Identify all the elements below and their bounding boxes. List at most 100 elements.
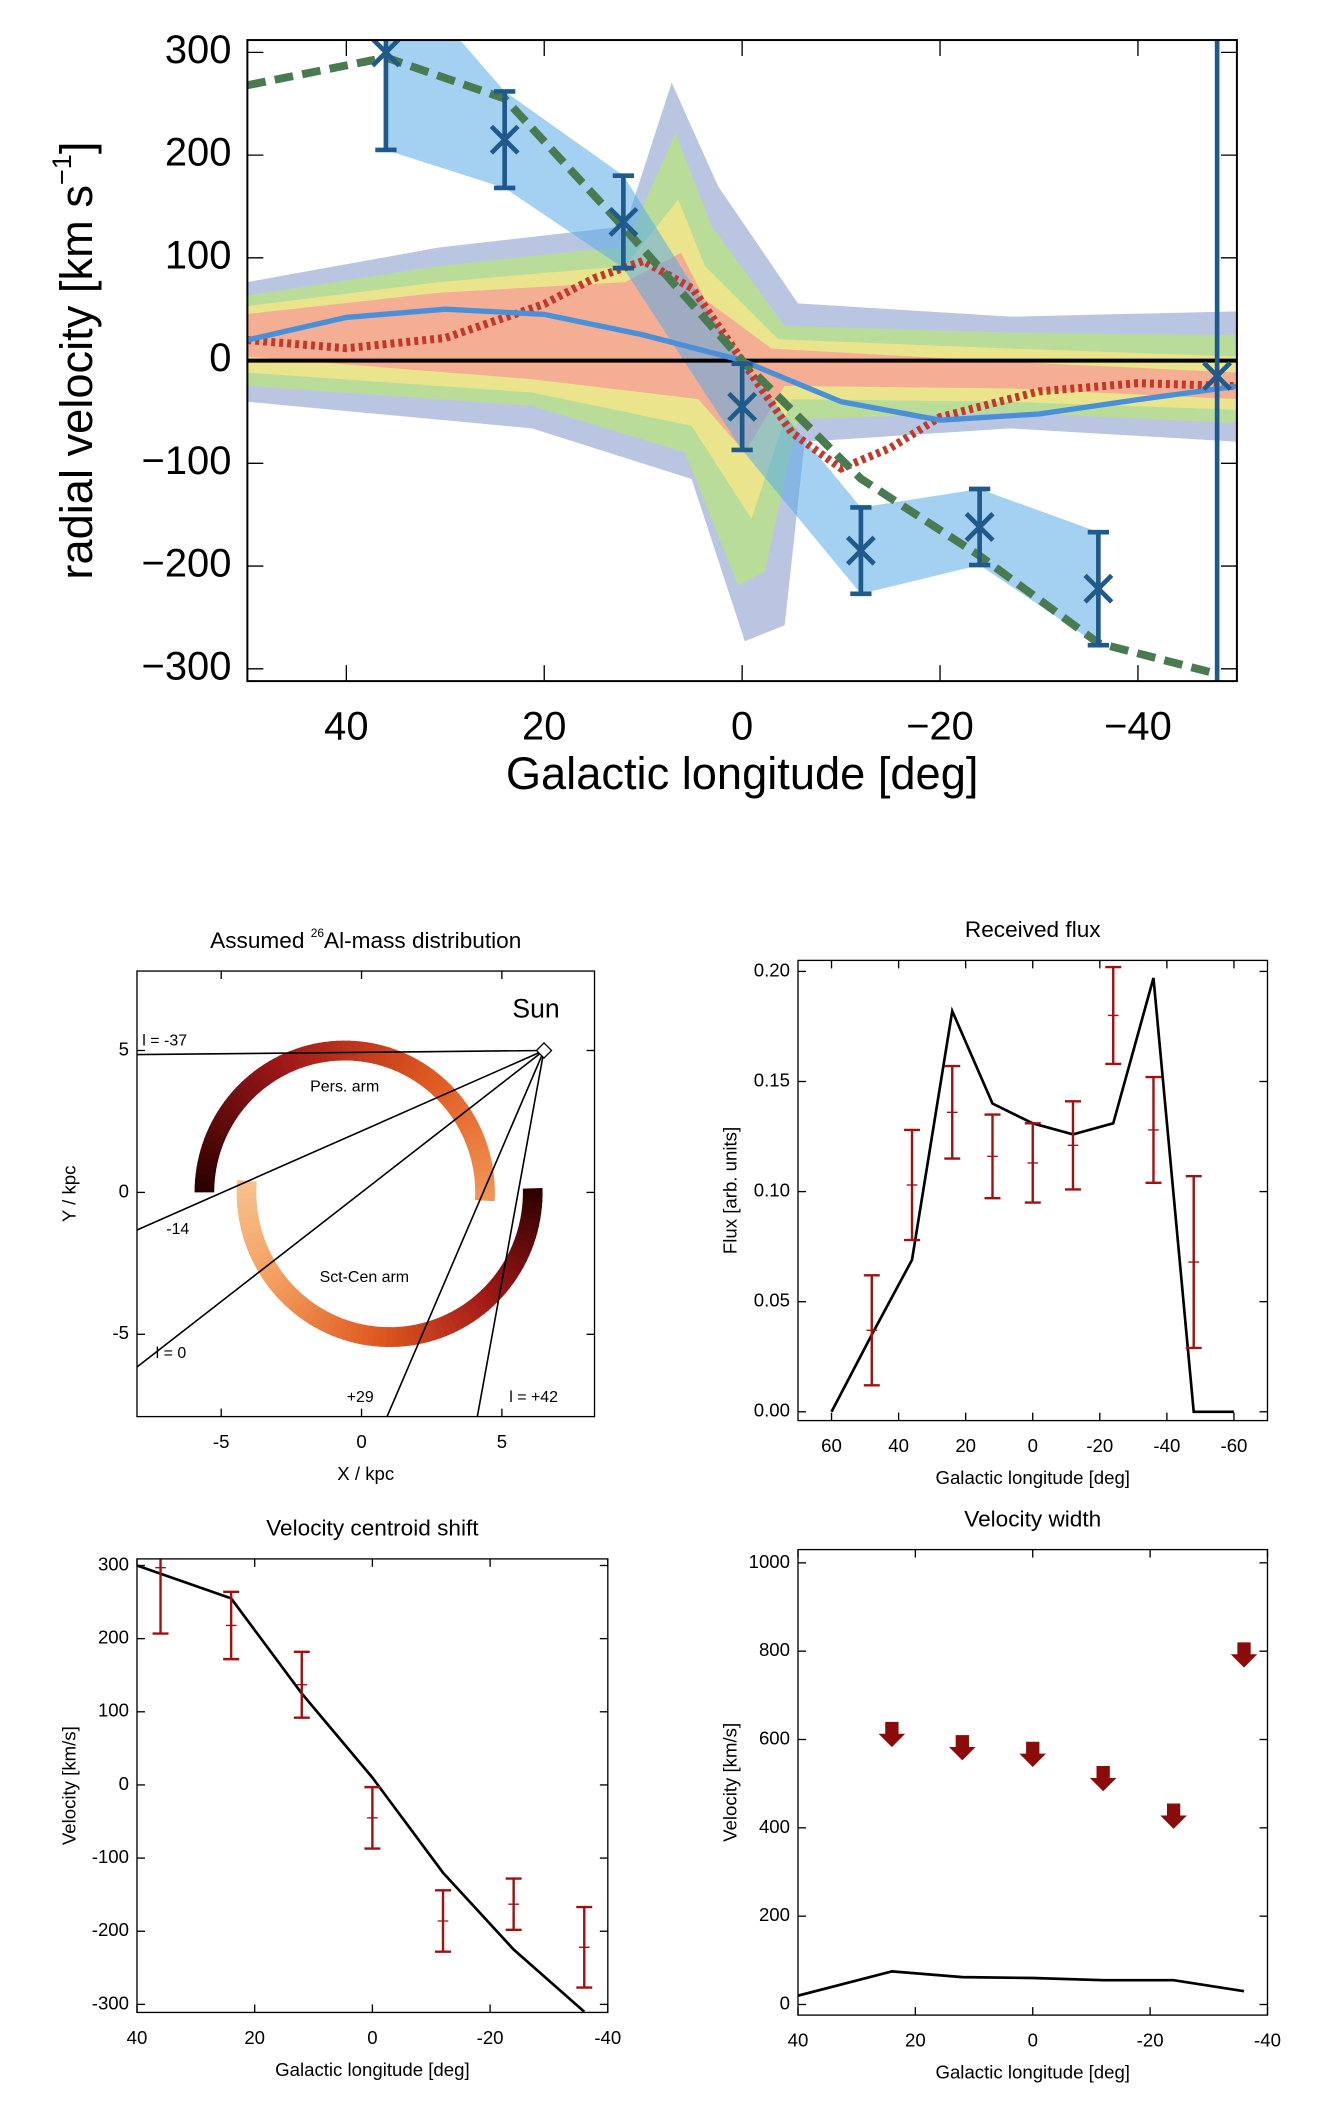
- x-tick-label: 5: [497, 1431, 507, 1452]
- data-point: [727, 391, 758, 422]
- arm-segment: [330, 1040, 339, 1062]
- arm-segment: [202, 1137, 223, 1151]
- arm-segment: [522, 1199, 543, 1209]
- upper-limit-arrow: [1160, 1803, 1187, 1829]
- arm-segment: [443, 1093, 464, 1112]
- sightline: [476, 1050, 545, 1417]
- arm-segment: [194, 1185, 215, 1193]
- arm-segment: [348, 1322, 360, 1344]
- arm-segment: [372, 1326, 382, 1347]
- x-axis-label: X / kpc: [337, 1463, 394, 1484]
- series-line: [247, 53, 1219, 678]
- arm-segment: [403, 1056, 419, 1078]
- arm-segment: [433, 1080, 452, 1100]
- y-tick-label: 0: [209, 336, 231, 380]
- arm-segment: [196, 1161, 217, 1172]
- y-tick-label: 5: [119, 1038, 129, 1059]
- data-point: [608, 206, 639, 237]
- arm-segment: [284, 1290, 303, 1310]
- arm-segment: [500, 1261, 521, 1279]
- sightline: [136, 1049, 544, 1056]
- arm-segment: [407, 1325, 418, 1346]
- y-tick-label: −300: [142, 644, 232, 688]
- arm-segment: [412, 1062, 429, 1083]
- y-tick-label: 600: [759, 1727, 790, 1748]
- arm-segment: [246, 1240, 268, 1255]
- y-tick-label: 400: [759, 1816, 790, 1837]
- sun-label: Sun: [512, 994, 559, 1024]
- arm-segment: [319, 1312, 335, 1334]
- x-tick-label: -40: [1254, 2030, 1281, 2051]
- arm-segment: [450, 1103, 471, 1121]
- arm-segment: [239, 1078, 259, 1098]
- arm-segment: [217, 1105, 238, 1123]
- arm-segment: [238, 1214, 260, 1225]
- y-tick-label: 0.00: [754, 1400, 790, 1421]
- arm-segment: [466, 1298, 485, 1319]
- arm-segment: [206, 1126, 227, 1142]
- arm-segment: [204, 1132, 225, 1147]
- sightline-label: +29: [347, 1389, 374, 1406]
- y-tick-label: 0: [780, 1992, 790, 2013]
- data-point: [845, 535, 876, 566]
- data-point: [489, 124, 520, 155]
- data-point: [1083, 573, 1114, 604]
- arm-segment: [248, 1071, 267, 1091]
- arm-segment: [428, 1319, 442, 1341]
- plot-frame: [136, 1558, 609, 2014]
- arm-segment: [288, 1293, 307, 1314]
- arm-segment: [465, 1134, 487, 1149]
- arm-segment: [487, 1279, 507, 1298]
- y-axis-label: Y / kpc: [58, 1166, 79, 1223]
- arm-segment: [278, 1052, 294, 1074]
- arm-segment: [453, 1108, 474, 1125]
- arm-segment: [325, 1314, 340, 1336]
- arm-segment: [251, 1250, 273, 1266]
- x-tick-label: 0: [731, 705, 753, 749]
- arm-segment: [440, 1089, 460, 1108]
- arm-segment: [211, 1116, 232, 1132]
- arm-segment: [462, 1301, 480, 1322]
- arm-segment: [506, 1252, 527, 1268]
- arm-segment: [467, 1140, 489, 1154]
- arm-segment: [303, 1303, 321, 1325]
- x-axis-label: Galactic longitude [deg]: [506, 748, 979, 799]
- arm-segment: [453, 1307, 469, 1329]
- x-axis-label: Galactic longitude [deg]: [935, 2062, 1130, 2083]
- arm-segment: [214, 1110, 235, 1127]
- y-tick-label: -5: [112, 1322, 129, 1343]
- panel-title: Assumed 26Al-mass distribution: [210, 926, 521, 953]
- arm-segment: [518, 1221, 540, 1233]
- arm-segment: [336, 1318, 350, 1340]
- arm-segment: [267, 1273, 288, 1292]
- arm-segment: [470, 1152, 492, 1164]
- arm-segment: [522, 1194, 543, 1202]
- plot-area: [136, 1558, 593, 2013]
- arm-segment: [237, 1208, 259, 1219]
- x-tick-label: 0: [1028, 1435, 1038, 1456]
- arm-segment: [457, 1304, 475, 1326]
- arm-label: Pers. arm: [310, 1079, 379, 1096]
- x-tick-label: 0: [1028, 2030, 1038, 2051]
- arm-segment: [373, 1044, 386, 1066]
- arm-segment: [224, 1096, 244, 1114]
- sightline-label: -14: [166, 1221, 189, 1238]
- arm-segment: [511, 1242, 532, 1257]
- arm-segment: [342, 1040, 350, 1061]
- arm-segment: [235, 1082, 255, 1102]
- arm-segment: [336, 1040, 344, 1061]
- arm-segment: [475, 1187, 495, 1196]
- plot-area: [247, 40, 1237, 682]
- x-tick-label: -5: [213, 1431, 230, 1452]
- title-pre: Assumed: [210, 928, 311, 953]
- x-tick-label: 20: [522, 705, 566, 749]
- x-tick-label: -20: [477, 2027, 504, 2048]
- sightline-label: l = 0: [156, 1345, 187, 1362]
- arm-segment: [227, 1091, 248, 1110]
- arm-segment: [314, 1309, 330, 1331]
- arm-segment: [425, 1072, 443, 1093]
- y-tick-label: 0: [119, 1180, 129, 1201]
- y-tick-label: 200: [759, 1904, 790, 1925]
- y-axis-label: Velocity [km/s]: [58, 1726, 79, 1845]
